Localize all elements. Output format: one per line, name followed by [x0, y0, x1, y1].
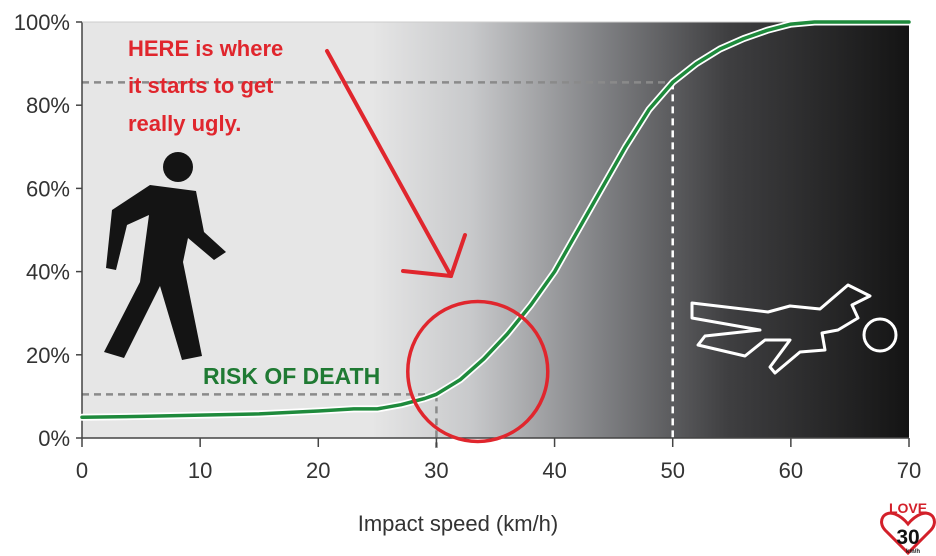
y-tick-label: 40%: [26, 260, 70, 285]
x-tick-label: 60: [779, 458, 803, 483]
pedestrian-walking-icon: [104, 152, 226, 360]
x-tick-label: 10: [188, 458, 212, 483]
love-30-logo: LOVE 30 km/h: [880, 496, 936, 556]
y-tick-label: 80%: [26, 93, 70, 118]
fallen-person-outline-icon: [690, 283, 898, 375]
annotation-text-line-1: HERE is where: [128, 36, 283, 61]
risk-of-death-label: RISK OF DEATH: [203, 363, 380, 389]
y-tick-label: 0%: [38, 426, 70, 451]
y-tick-label: 100%: [14, 10, 70, 35]
risk-curve-line: [80, 20, 911, 419]
y-tick-label: 60%: [26, 176, 70, 201]
logo-love-text: LOVE: [889, 500, 927, 516]
annotation-text-line-2: it starts to get: [128, 73, 274, 98]
logo-kmh-text: km/h: [906, 549, 920, 555]
y-tick-label: 20%: [26, 343, 70, 368]
x-tick-label: 20: [306, 458, 330, 483]
logo-30-text: 30: [896, 526, 919, 549]
x-axis-label: Impact speed (km/h): [358, 511, 559, 536]
x-tick-label: 30: [424, 458, 448, 483]
x-tick-label: 50: [660, 458, 684, 483]
annotation-arrow: [325, 49, 467, 278]
x-tick-label: 40: [542, 458, 566, 483]
annotation-text-line-3: really ugly.: [128, 111, 241, 136]
heart-icon: [880, 511, 936, 556]
x-tick-label: 0: [76, 458, 88, 483]
x-tick-label: 70: [897, 458, 921, 483]
highlight-circle: [406, 299, 550, 444]
axes: 0 10 20 30 40 50 60 70 0% 20% 40% 60% 80% 100%: [14, 10, 922, 483]
